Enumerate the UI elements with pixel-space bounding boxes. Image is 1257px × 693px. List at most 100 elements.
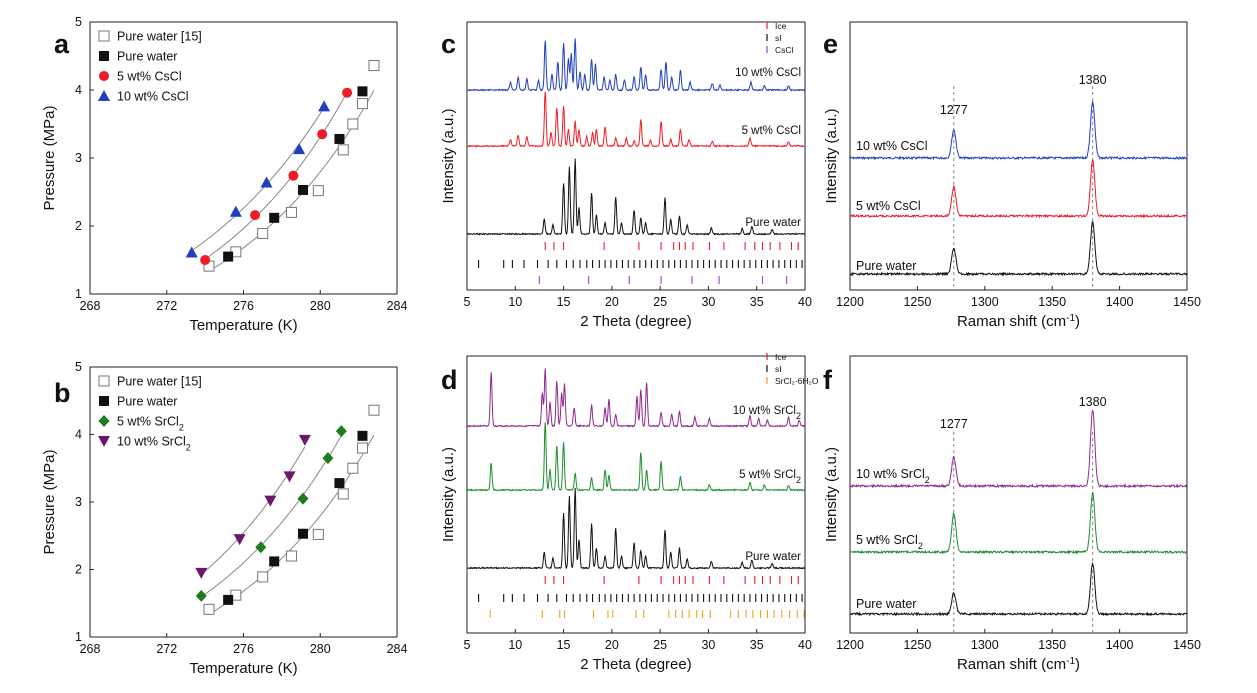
x-tick-label: 40 [798, 638, 812, 652]
x-tick-label: 280 [310, 299, 331, 313]
y-axis-title: Intensity (a.u.) [440, 108, 457, 203]
panel-letter-d: d [441, 365, 458, 395]
data-point [285, 550, 297, 562]
series-label: 5 wt% SrCl2 [856, 533, 923, 551]
y-axis-title: Intensity (a.u.) [823, 108, 840, 203]
x-tick-label: 1400 [1106, 638, 1134, 652]
xrd-pattern [466, 38, 806, 92]
x-tick-label: 1300 [971, 638, 999, 652]
panel-letter-e: e [823, 29, 838, 59]
panel-d-xrd-srcl2: 5 10 15 20 25 30 35 40 2 Theta (degree) Intensity… [440, 352, 819, 673]
x-tick-label: 1200 [836, 295, 864, 309]
y-tick-label: 5 [75, 15, 82, 29]
y-tick-label: 1 [75, 287, 82, 301]
x-tick-label: 30 [701, 638, 715, 652]
data-point [98, 90, 110, 101]
data-point [322, 452, 334, 465]
panel-letter-b: b [54, 378, 71, 408]
data-point [98, 375, 110, 387]
data-point [257, 571, 269, 583]
legend-label: sI [775, 33, 782, 43]
data-point [297, 528, 308, 539]
panel-b-phase-equilibrium-srcl2: 268 272 276 280 284 1 2 3 4 5 Temperature (K) Press… [41, 360, 407, 677]
series-label: Pure water [856, 259, 916, 273]
y-axis-title: Pressure (MPa) [41, 105, 58, 210]
x-tick-label: 20 [605, 638, 619, 652]
panel-f-raman-srcl2: 1200 1250 1300 1350 1400 1450 Raman shift (cm-… [823, 355, 1201, 673]
data-point [98, 415, 110, 427]
data-point [337, 488, 349, 500]
x-tick-label: 10 [508, 638, 522, 652]
legend-label: Pure water [15] [117, 30, 202, 44]
x-tick-label: 1250 [903, 295, 931, 309]
data-point [342, 87, 353, 98]
data-point [98, 436, 110, 447]
reference-label: 1277 [940, 103, 968, 117]
fit-curve [208, 434, 375, 615]
data-point [200, 255, 211, 265]
x-tick-label: 284 [387, 299, 408, 313]
data-point [357, 86, 368, 97]
series-label: 5 wt% CsCl [742, 125, 801, 137]
fit-curve [201, 435, 342, 598]
x-tick-label: 276 [233, 642, 254, 656]
x-tick-label: 284 [387, 642, 408, 656]
y-axis-title: Pressure (MPa) [41, 449, 58, 554]
legend-label: 5 wt% CsCl [117, 70, 182, 84]
plot-frame [849, 355, 1188, 634]
y-tick-label: 3 [75, 495, 82, 509]
raman-spectrum [849, 409, 1188, 489]
raman-spectrum [849, 159, 1188, 219]
data-point [285, 206, 297, 218]
x-tick-label: 1450 [1173, 638, 1201, 652]
y-tick-label: 4 [75, 428, 82, 442]
x-axis-title: 2 Theta (degree) [580, 656, 691, 673]
legend-label: 5 wt% SrCl2 [117, 415, 184, 433]
data-point [357, 430, 368, 441]
panel-letter-f: f [823, 365, 833, 395]
reference-label: 1380 [1079, 73, 1107, 87]
data-point [288, 170, 299, 181]
raman-spectrum [849, 101, 1188, 161]
plot-frame [466, 355, 806, 634]
y-tick-label: 3 [75, 151, 82, 165]
data-point [195, 589, 207, 602]
data-point [347, 462, 359, 474]
x-tick-label: 1450 [1173, 295, 1201, 309]
y-axis-title: Intensity (a.u.) [823, 447, 840, 542]
raman-spectrum [849, 561, 1188, 617]
data-point [335, 425, 347, 438]
data-point [255, 541, 267, 554]
x-tick-label: 1350 [1038, 295, 1066, 309]
reference-label: 1380 [1079, 395, 1107, 409]
x-tick-label: 268 [80, 642, 101, 656]
series-label: 10 wt% CsCl [856, 139, 928, 153]
x-tick-label: 35 [750, 638, 764, 652]
legend-label: Pure water [117, 50, 177, 64]
fit-curve [191, 107, 325, 252]
reference-label: 1277 [940, 417, 968, 431]
legend-label: Ice [775, 352, 787, 362]
data-point [312, 528, 324, 540]
xrd-pattern [466, 487, 805, 570]
x-tick-label: 25 [653, 638, 667, 652]
data-point [233, 534, 246, 546]
data-point [257, 227, 269, 239]
x-axis-title: 2 Theta (degree) [580, 313, 691, 330]
data-point [269, 212, 280, 223]
x-tick-label: 25 [653, 295, 667, 309]
series-label: Pure water [745, 217, 801, 229]
legend-label: 10 wt% SrCl2 [117, 435, 191, 453]
x-tick-label: 20 [605, 295, 619, 309]
xrd-pattern [466, 422, 806, 492]
x-tick-label: 1350 [1038, 638, 1066, 652]
data-point [356, 442, 368, 454]
xrd-pattern [466, 368, 806, 428]
legend-label: SrCl₂·6H₂O [775, 376, 819, 386]
data-point [250, 210, 261, 221]
plot-frame [466, 21, 806, 291]
data-point [260, 176, 273, 188]
data-point [337, 144, 349, 156]
raman-spectrum [849, 491, 1188, 555]
